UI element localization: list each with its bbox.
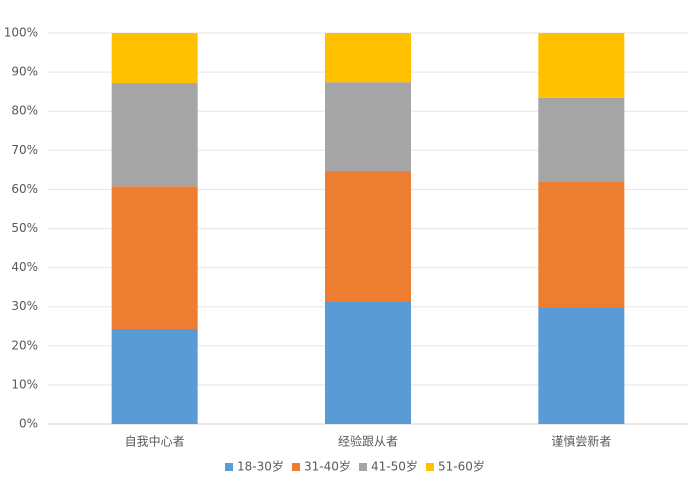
y-tick-label: 0%	[19, 417, 38, 431]
y-tick-label: 10%	[11, 377, 38, 391]
bar-segment	[325, 171, 411, 303]
x-tick-label: 谨慎尝新者	[551, 434, 611, 449]
bar-segment	[538, 33, 625, 98]
bar-segment	[111, 328, 198, 424]
legend-label: 51-60岁	[438, 459, 485, 474]
bar-segment	[538, 181, 625, 308]
y-tick-label: 100%	[4, 26, 38, 40]
bar-segment	[538, 97, 625, 182]
legend-swatch	[426, 463, 434, 471]
legend-swatch	[359, 463, 367, 471]
bar-segment	[111, 33, 198, 84]
y-tick-label: 70%	[11, 143, 38, 157]
y-tick-label: 30%	[11, 299, 38, 313]
bar-segment	[325, 302, 411, 424]
bar-segment	[538, 307, 625, 424]
bar-segment	[111, 186, 198, 329]
legend-label: 31-40岁	[304, 459, 351, 474]
legend-swatch	[225, 463, 233, 471]
y-tick-label: 40%	[11, 260, 38, 274]
legend-label: 41-50岁	[371, 459, 418, 474]
bar-segment	[111, 83, 198, 187]
y-tick-label: 60%	[11, 182, 38, 196]
bar-segment	[325, 33, 411, 83]
y-tick-label: 50%	[11, 221, 38, 235]
y-tick-label: 90%	[11, 65, 38, 79]
legend-swatch	[292, 463, 300, 471]
x-tick-label: 自我中心者	[125, 434, 185, 449]
bar-segment	[325, 82, 411, 172]
legend-label: 18-30岁	[237, 459, 284, 474]
y-tick-label: 80%	[11, 104, 38, 118]
x-tick-label: 经验跟从者	[338, 434, 398, 449]
y-tick-label: 20%	[11, 338, 38, 352]
